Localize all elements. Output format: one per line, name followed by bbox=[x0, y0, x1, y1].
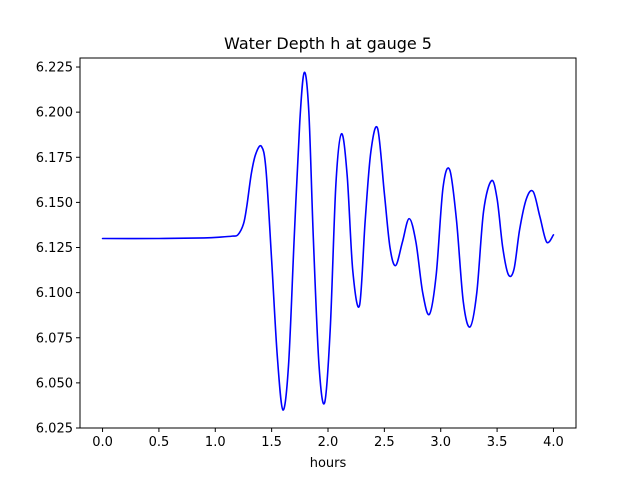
series-line bbox=[101, 71, 555, 411]
y-tick-label: 6.025 bbox=[36, 422, 73, 437]
x-tick-label: 1.5 bbox=[261, 435, 282, 450]
x-axis-label: hours bbox=[310, 456, 347, 471]
y-tick-label: 6.200 bbox=[36, 106, 73, 121]
chart-title: Water Depth h at gauge 5 bbox=[224, 34, 432, 53]
x-tick-label: 1.0 bbox=[205, 435, 226, 450]
y-tick-label: 6.175 bbox=[36, 151, 73, 166]
y-tick-label: 6.100 bbox=[36, 286, 73, 301]
series-layer bbox=[101, 71, 555, 411]
x-axis: 0.0 0.5 1.0 1.5 2.0 2.5 3.0 3.5 4.0 bbox=[92, 428, 564, 450]
x-tick-label: 2.5 bbox=[374, 435, 395, 450]
y-axis: 6.025 6.050 6.075 6.100 6.125 6.150 6.175 6.200… bbox=[36, 61, 80, 437]
x-tick-label: 3.5 bbox=[487, 435, 508, 450]
x-tick-label: 3.0 bbox=[430, 435, 451, 450]
axes-spines bbox=[79, 57, 577, 429]
y-tick-label: 6.125 bbox=[36, 241, 73, 256]
x-tick-label: 2.0 bbox=[318, 435, 339, 450]
x-tick-label: 0.5 bbox=[149, 435, 170, 450]
x-tick-label: 4.0 bbox=[543, 435, 564, 450]
y-tick-label: 6.150 bbox=[36, 196, 73, 211]
x-tick-label: 0.0 bbox=[92, 435, 113, 450]
y-tick-label: 6.050 bbox=[36, 376, 73, 391]
y-tick-label: 6.075 bbox=[36, 331, 73, 346]
axes-frame bbox=[79, 57, 577, 429]
y-tick-label: 6.225 bbox=[36, 61, 73, 76]
